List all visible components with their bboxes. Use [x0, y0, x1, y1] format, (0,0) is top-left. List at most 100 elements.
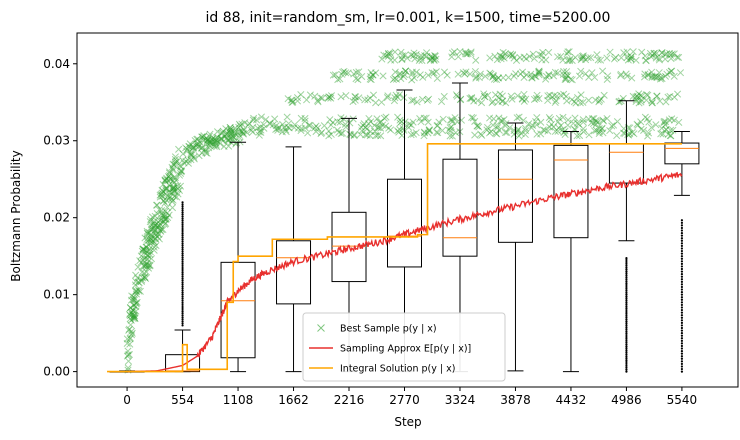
best-sample-point [533, 91, 541, 99]
best-sample-point [591, 73, 599, 81]
best-sample-point [357, 123, 365, 131]
best-sample-point [143, 237, 151, 246]
best-sample-point [156, 191, 164, 199]
best-sample-point [150, 238, 158, 246]
best-sample-point [554, 53, 562, 61]
boxplot-flier [625, 295, 628, 298]
boxplot-flier [625, 357, 628, 360]
best-sample-point [595, 129, 603, 137]
best-sample-point [508, 95, 516, 103]
best-sample-point [554, 69, 562, 77]
best-sample-point [451, 114, 459, 122]
best-sample-point [536, 51, 544, 59]
best-sample-point [434, 122, 442, 130]
best-sample-point [172, 176, 180, 185]
best-sample-point [504, 73, 513, 81]
best-sample-point [329, 118, 337, 127]
best-sample-point [561, 75, 569, 84]
best-sample-point [644, 132, 652, 140]
best-sample-point [530, 95, 539, 103]
best-sample-point [379, 72, 387, 80]
boxplot-flier [625, 333, 628, 337]
best-sample-point [405, 120, 413, 128]
best-sample-point [238, 120, 246, 128]
boxplot-box [608, 143, 644, 184]
best-sample-point [161, 220, 169, 228]
boxplot-flier [625, 335, 628, 339]
best-sample-point [301, 114, 309, 123]
best-sample-point [354, 76, 362, 84]
best-sample-point [519, 116, 527, 124]
boxplot-flier [680, 249, 684, 253]
best-sample-point [603, 114, 611, 123]
boxplot-flier [680, 296, 684, 299]
best-sample-point [612, 53, 620, 61]
best-sample-point [422, 114, 430, 122]
best-sample-point [367, 118, 375, 126]
best-sample-point [576, 99, 584, 107]
best-sample-point [566, 55, 574, 63]
best-sample-point [166, 193, 174, 201]
best-sample-point [579, 116, 587, 124]
best-sample-point [439, 115, 447, 123]
best-sample-point [472, 73, 480, 81]
best-sample-point [461, 48, 470, 56]
best-sample-point [154, 229, 162, 237]
best-sample-point [520, 97, 528, 105]
best-sample-point [224, 137, 232, 145]
best-sample-point [138, 268, 146, 276]
best-sample-point [166, 189, 174, 197]
best-sample-point [673, 53, 681, 61]
best-sample-point [162, 215, 170, 223]
best-sample-point [168, 163, 176, 171]
best-sample-point [499, 53, 507, 61]
boxplot-flier [680, 273, 684, 276]
best-sample-point [496, 90, 504, 98]
best-sample-point [312, 122, 320, 130]
best-sample-point [324, 94, 332, 102]
best-sample-point [128, 329, 136, 337]
best-sample-point [617, 70, 625, 78]
best-sample-point [489, 71, 497, 79]
best-sample-point [398, 55, 406, 63]
best-sample-point [128, 292, 136, 300]
best-sample-point [470, 97, 478, 105]
best-sample-point [632, 93, 640, 101]
boxplot-flier [625, 260, 628, 264]
best-sample-point [230, 134, 238, 142]
best-sample-point [355, 94, 363, 102]
best-sample-point [610, 55, 618, 63]
best-sample-point [325, 93, 333, 101]
best-sample-point [124, 364, 132, 372]
best-sample-point [510, 130, 518, 138]
best-sample-point [498, 97, 506, 105]
best-sample-point [532, 117, 540, 126]
best-sample-point [573, 132, 581, 140]
best-sample-point [287, 96, 295, 104]
best-sample-point [579, 54, 587, 62]
best-sample-point [542, 56, 550, 64]
boxplot-flier [680, 278, 684, 281]
best-sample-point [415, 56, 423, 64]
best-sample-point [522, 127, 530, 135]
best-sample-point [301, 117, 309, 125]
best-sample-point [170, 173, 178, 182]
best-sample-point [409, 130, 418, 138]
boxplot-flier [181, 260, 184, 263]
best-sample-point [123, 339, 131, 347]
best-sample-point [538, 51, 546, 59]
best-sample-point [247, 126, 255, 134]
best-sample-point [452, 91, 460, 99]
best-sample-point [169, 184, 177, 192]
boxplot-flier [625, 320, 628, 323]
legend: Best Sample p(y | x) Sampling Approx E[p(… [302, 312, 506, 382]
best-sample-point [142, 261, 150, 269]
best-sample-point [169, 177, 177, 185]
boxplot-flier [625, 310, 628, 314]
best-sample-point [160, 215, 168, 223]
best-sample-point [472, 74, 480, 82]
boxplot-flier [680, 306, 684, 309]
best-sample-point [227, 130, 235, 138]
best-sample-point [578, 54, 586, 62]
best-sample-point [237, 127, 245, 135]
